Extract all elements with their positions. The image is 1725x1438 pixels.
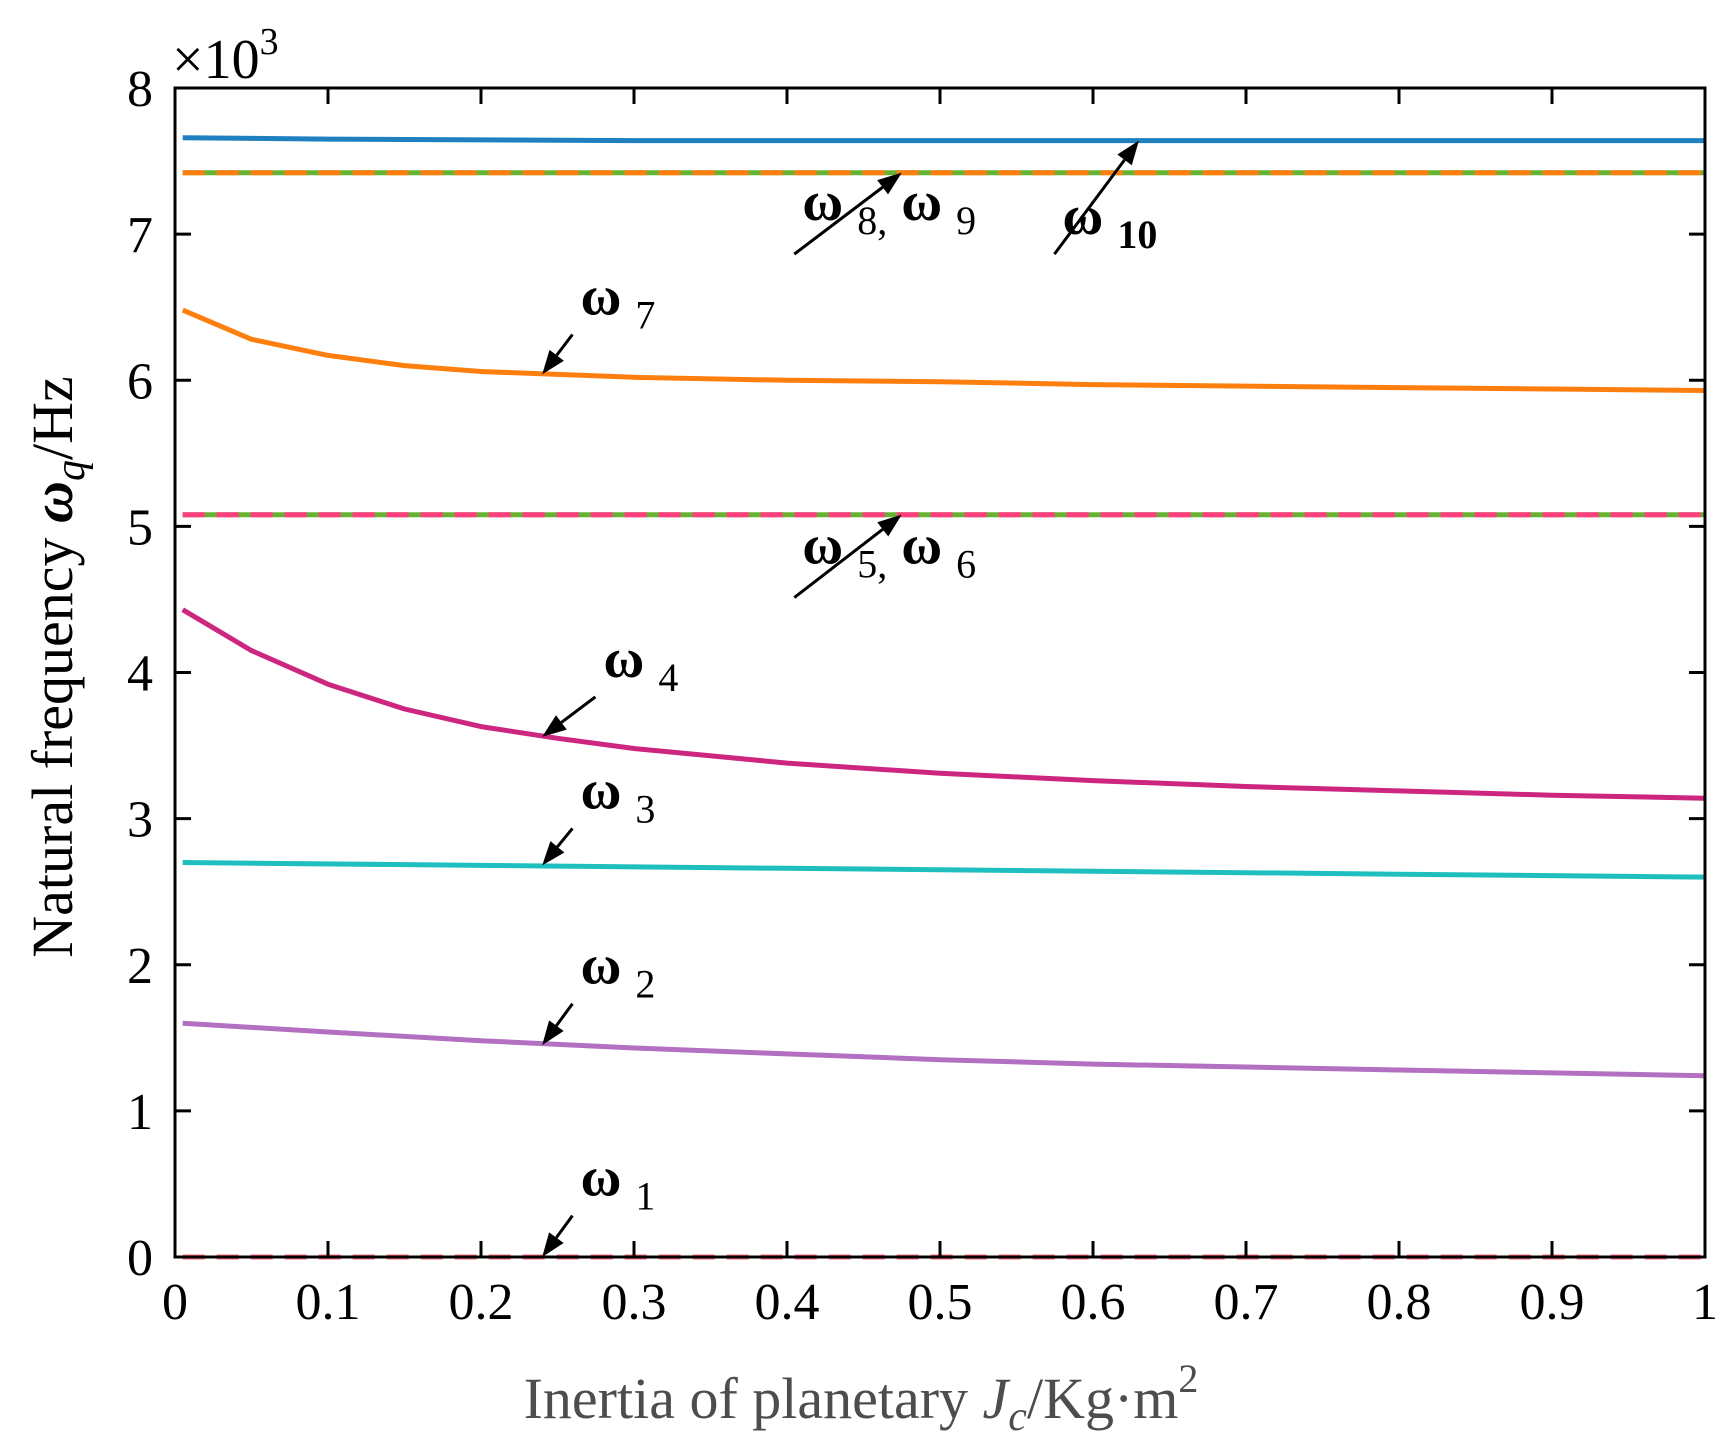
annotation-label: ω 1: [580, 1147, 655, 1219]
x-axis-title-prefix: Inertia of planetary: [524, 1366, 983, 1431]
x-tick-label: 0.9: [1520, 1274, 1585, 1331]
annotation-arrow-line: [793, 528, 884, 599]
axes: 0 0.1 0.2 0.3 0.4 0.5 0.6 0.7 0.8 0.9 1 0 1 2 3 4 5 6 7 8: [127, 61, 1718, 1331]
series-line-ω3: [182, 860, 1706, 880]
annotation-arrow-head: [542, 715, 567, 737]
annotation-arrow-head: [542, 349, 564, 375]
y-tick-label: 0: [127, 1230, 153, 1287]
annotation-arrow-line: [555, 333, 574, 357]
series-layer: [181, 135, 1706, 1260]
y-tick-label: 6: [127, 353, 153, 410]
y-multiplier-base: ×10: [172, 29, 260, 91]
annotation-label: ω 3: [580, 759, 655, 831]
y-axis-title-sub: q: [48, 460, 94, 481]
annotation-arrow-line: [555, 1214, 574, 1239]
y-multiplier-exp: 3: [260, 21, 279, 63]
y-tick-label: 7: [127, 207, 153, 264]
x-tick-label: 0.8: [1367, 1274, 1432, 1331]
y-axis-title-var: ω: [20, 481, 85, 523]
annotation-arrow-line: [793, 186, 884, 256]
x-tick-label: 0.5: [908, 1274, 973, 1331]
x-tick-label: 0.6: [1061, 1274, 1126, 1331]
annotation-arrow-line: [556, 827, 574, 848]
series-line-ω10: [182, 135, 1705, 144]
y-tick-label: 4: [127, 646, 153, 703]
series-line-ω2: [182, 1020, 1706, 1079]
x-tick-label: 1: [1692, 1274, 1718, 1331]
y-tick-label: 8: [127, 61, 153, 118]
y-axis-title-unit: /Hz: [20, 376, 85, 460]
annotation-arrow-head: [877, 514, 902, 537]
y-axis-title: Natural frequency ωq/Hz: [20, 376, 94, 957]
annotation-arrow-line: [1053, 158, 1126, 256]
annotation-label: ω 4: [603, 628, 678, 700]
x-axis-title-sup: 2: [1178, 1356, 1198, 1401]
annotation-arrow-line: [555, 1002, 574, 1027]
x-tick-label: 0: [162, 1274, 188, 1331]
x-tick-label: 0.1: [296, 1274, 361, 1331]
annotation-arrow-head: [542, 841, 565, 866]
annotation-label: ω 5, ω 6: [802, 515, 976, 587]
y-multiplier: ×103: [172, 21, 279, 91]
annotation-arrow-head: [542, 1232, 564, 1257]
y-tick-label: 1: [127, 1084, 153, 1141]
series-line-ω7: [181, 307, 1706, 393]
annotation-layer: ω 1 ω 2 ω 3 ω 4 ω 7 ω 5, ω 6 ω 8, ω 9 ω 10: [542, 140, 1157, 1257]
annotation-arrow-head: [1117, 140, 1139, 166]
annotation-label: ω 8, ω 9: [802, 171, 976, 243]
x-tick-label: 0.2: [449, 1274, 514, 1331]
annotation-arrow-head: [877, 172, 902, 195]
y-tick-label: 5: [127, 499, 153, 556]
annotation-label: ω 7: [580, 265, 655, 337]
annotation-label: ω 10: [1062, 185, 1157, 257]
x-tick-label: 0.7: [1214, 1274, 1279, 1331]
x-axis-title-var: J: [983, 1366, 1012, 1431]
y-tick-label: 2: [127, 938, 153, 995]
x-tick-label: 0.4: [755, 1274, 820, 1331]
series-line-ω4: [181, 607, 1706, 801]
x-tick-label: 0.3: [602, 1274, 667, 1331]
annotation-arrow-head: [542, 1020, 564, 1046]
x-axis-title-unit: /Kg·m: [1027, 1366, 1178, 1431]
annotation-arrow-line: [560, 695, 597, 724]
annotation-label: ω 2: [580, 935, 655, 1007]
y-axis-title-prefix: Natural frequency: [20, 523, 85, 958]
y-tick-label: 3: [127, 792, 153, 849]
x-axis-title-sub: c: [1008, 1394, 1027, 1438]
x-axis-title: Inertia of planetary Jc/Kg·m2: [524, 1356, 1199, 1438]
